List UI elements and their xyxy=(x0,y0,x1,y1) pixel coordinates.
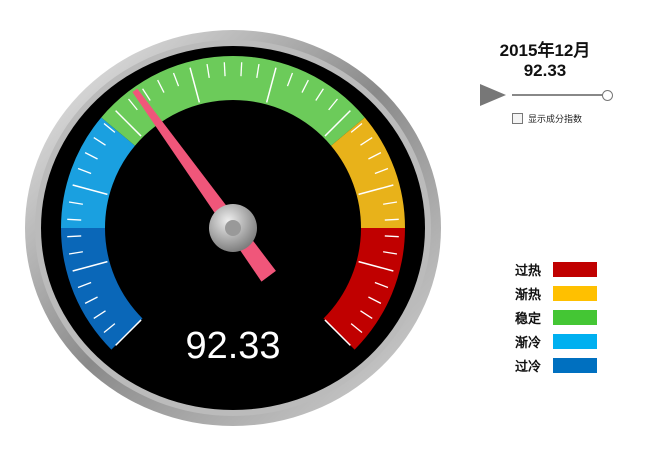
gauge-tick xyxy=(315,88,324,101)
gauge-hub-center xyxy=(225,220,241,236)
gauge-tick xyxy=(72,260,108,272)
gauge-tick xyxy=(223,62,226,77)
gauge-tick xyxy=(128,98,138,111)
gauge-tick xyxy=(324,110,351,137)
play-icon[interactable] xyxy=(480,84,506,106)
gauge-tick xyxy=(301,79,309,93)
legend-item: 渐热 xyxy=(515,285,597,303)
gauge-tick xyxy=(360,137,373,146)
legend-label: 渐热 xyxy=(515,287,542,303)
gauge-tick xyxy=(67,235,82,238)
gauge-tick xyxy=(157,79,165,93)
period-title: 2015年12月 xyxy=(499,41,591,60)
gauge-tick xyxy=(142,88,151,101)
legend-swatch xyxy=(553,261,597,277)
gauge-tick xyxy=(368,152,382,160)
gauge-tick xyxy=(68,201,83,205)
legend-label: 稳定 xyxy=(515,311,542,327)
gauge: 92.33 xyxy=(25,30,441,426)
gauge-band xyxy=(61,117,135,228)
gauge-tick xyxy=(286,72,294,87)
slider-thumb[interactable] xyxy=(602,90,613,101)
gauge-tick xyxy=(103,123,116,133)
show-components-checkbox[interactable] xyxy=(512,113,523,124)
gauge-value: 92.33 xyxy=(185,325,280,367)
legend-item: 过冷 xyxy=(515,357,597,375)
gauge-tick xyxy=(358,184,394,196)
gauge-tick xyxy=(84,152,98,160)
gauge-tick xyxy=(350,323,363,333)
gauge-tick xyxy=(115,319,142,346)
legend-item: 稳定 xyxy=(515,309,597,327)
legend-item: 过热 xyxy=(515,261,597,279)
gauge-tick xyxy=(72,184,108,196)
gauge-tick xyxy=(68,251,83,255)
gauge-tick xyxy=(374,281,389,289)
gauge-tick xyxy=(189,67,201,103)
gauge-tick xyxy=(324,319,351,346)
gauge-tick xyxy=(256,63,260,78)
index-value: 92.33 xyxy=(523,61,567,80)
legend-label: 过冷 xyxy=(515,359,542,375)
gauge-tick xyxy=(360,310,373,319)
gauge-tick xyxy=(368,296,382,304)
legend-swatch xyxy=(553,285,597,301)
gauge-tick xyxy=(67,218,82,221)
gauge-tick xyxy=(172,72,180,87)
gauge-band xyxy=(323,228,405,350)
gauge-tick xyxy=(115,110,142,137)
gauge-band xyxy=(101,56,365,146)
gauge-tick xyxy=(84,296,98,304)
legend-swatch xyxy=(553,309,597,325)
gauge-tick xyxy=(265,67,277,103)
gauge-tick xyxy=(93,137,106,146)
gauge-tick xyxy=(206,63,210,78)
gauge-tick xyxy=(77,281,92,289)
gauge-band xyxy=(61,228,143,350)
gauge-tick xyxy=(93,310,106,319)
gauge-tick xyxy=(103,323,116,333)
timeline-slider[interactable] xyxy=(512,94,606,96)
gauge-tick xyxy=(328,98,338,111)
gauge-tick xyxy=(383,251,398,255)
gauge-tick xyxy=(384,235,399,238)
gauge-tick xyxy=(374,167,389,175)
gauge-tick xyxy=(350,123,363,133)
gauge-tick xyxy=(384,218,399,221)
show-components-label: 显示成分指数 xyxy=(528,115,583,125)
legend-label: 过热 xyxy=(515,263,542,279)
gauge-tick xyxy=(240,62,243,77)
legend-label: 渐冷 xyxy=(515,335,542,351)
gauge-tick xyxy=(383,201,398,205)
legend-swatch xyxy=(553,333,597,349)
legend-swatch xyxy=(553,357,597,373)
gauge-band xyxy=(331,117,405,228)
gauge-tick xyxy=(77,167,92,175)
gauge-tick xyxy=(358,260,394,272)
legend-item: 渐冷 xyxy=(515,333,597,351)
